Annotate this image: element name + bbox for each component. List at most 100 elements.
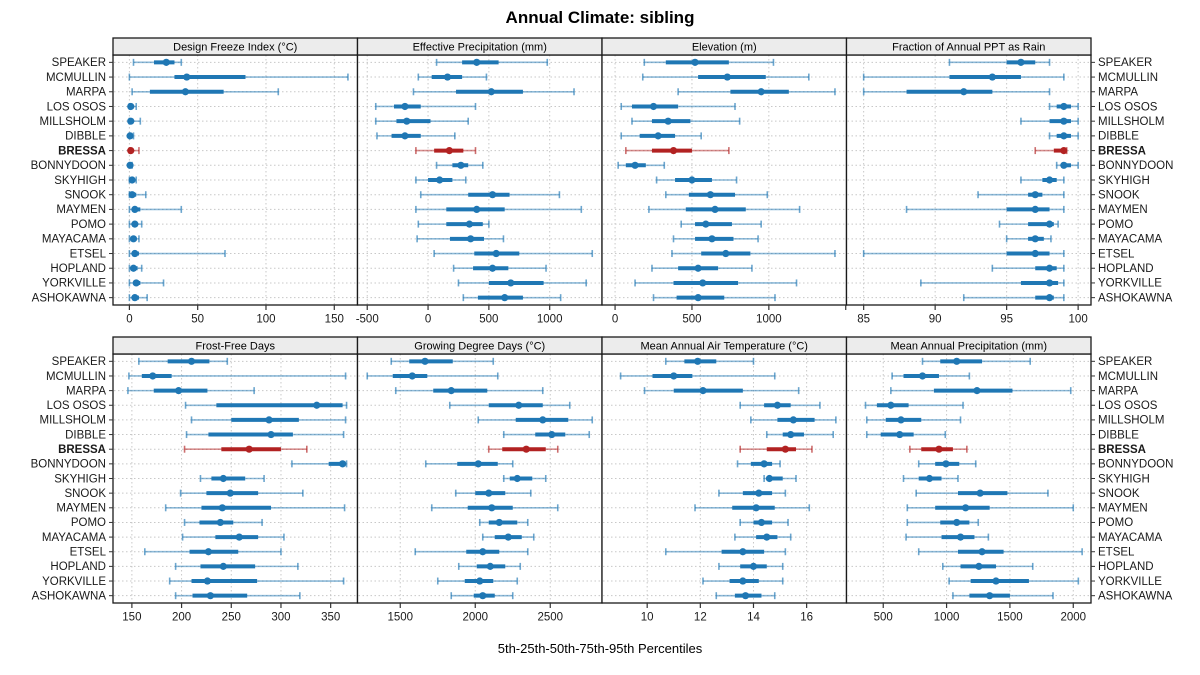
percentile-row-millsholm [1020, 117, 1079, 125]
median-dot [973, 387, 981, 395]
x-tick-label: 350 [321, 612, 340, 624]
median-dot [669, 146, 678, 155]
row-label-left: BONNYDOON [31, 459, 106, 471]
percentile-row-mayacama [416, 235, 505, 243]
median-dot [488, 191, 497, 199]
row-label-right: SNOOK [1098, 488, 1140, 500]
percentile-row-los-osos [448, 401, 571, 409]
percentile-row-snook [454, 489, 532, 497]
panel-title: Frost-Free Days [196, 341, 276, 353]
percentile-row-millsholm [127, 117, 142, 125]
percentile-row-snook [179, 489, 304, 497]
x-tick-label: 1500 [387, 612, 413, 624]
median-dot [711, 205, 719, 214]
median-dot [218, 504, 226, 512]
median-dot [1017, 58, 1025, 66]
row-label-right: MAYMEN [1098, 503, 1148, 515]
percentile-row-yorkville [436, 577, 519, 585]
percentile-row-bonnydoon [617, 161, 666, 169]
row-label-right: ETSEL [1098, 547, 1135, 559]
panel-effective-precipitation-mm: Effective Precipitation (mm) -500 0 500 1000 [356, 37, 603, 326]
x-tick-label: 500 [479, 314, 498, 326]
percentile-row-mayacama [672, 235, 759, 243]
median-dot [664, 117, 672, 125]
percentile-row-dibble [376, 132, 456, 140]
percentile-row-etsel [862, 249, 1065, 258]
percentile-row-maymen [906, 504, 1075, 512]
percentile-row-bressa [487, 445, 559, 453]
row-label-right: BONNYDOON [1098, 160, 1173, 172]
row-label-right: MARPA [1098, 385, 1138, 397]
row-label-left: YORKVILLE [42, 576, 106, 588]
percentile-row-mcmullin [641, 73, 810, 81]
median-dot [473, 58, 481, 66]
row-label-left: BRESSA [58, 145, 106, 157]
percentile-row-snook [915, 489, 1049, 497]
panel-growing-degree-days-c: Growing Degree Days (°C) 1500 2000 2500 [356, 336, 603, 624]
median-dot [401, 132, 409, 140]
percentile-row-hopland [941, 562, 1034, 570]
median-dot [694, 264, 702, 272]
x-tick-label: 2500 [537, 612, 563, 624]
median-dot [992, 577, 1000, 585]
percentile-row-dibble [765, 430, 835, 439]
percentile-row-marpa [862, 88, 1051, 96]
x-tick-label: 1500 [997, 612, 1023, 624]
row-label-right: HOPLAND [1098, 561, 1154, 573]
median-dot [708, 235, 716, 243]
x-tick-label: 0 [612, 314, 618, 326]
row-label-left: LOS OSOS [47, 400, 107, 412]
percentile-row-snook [419, 191, 561, 199]
percentile-row-skyhigh [502, 474, 547, 483]
median-dot [789, 416, 797, 424]
median-dot [631, 161, 639, 169]
percentile-row-millsholm [631, 117, 741, 125]
median-dot [128, 176, 136, 184]
row-label-left: LOS OSOS [47, 101, 107, 113]
percentile-row-hopland [718, 562, 784, 570]
percentile-row-skyhigh [128, 176, 138, 184]
panel-title: Design Freeze Index (°C) [173, 42, 297, 54]
row-label-left: BONNYDOON [31, 160, 106, 172]
percentile-row-hopland [651, 264, 753, 272]
median-dot [986, 592, 994, 600]
percentile-row-marpa [131, 88, 280, 96]
percentile-row-speaker [664, 357, 755, 365]
percentile-row-etsel [433, 249, 594, 258]
x-tick-label: 1000 [934, 612, 960, 624]
median-dot [1045, 279, 1054, 287]
percentile-row-bressa [415, 146, 477, 155]
row-label-right: ETSEL [1098, 248, 1135, 260]
row-label-left: DIBBLE [65, 429, 106, 441]
percentile-row-yorkville [702, 577, 784, 585]
percentile-row-los-osos [620, 102, 736, 111]
percentile-row-speaker [435, 58, 549, 66]
x-tick-label: 0 [126, 314, 132, 326]
percentile-row-ashokawna [715, 592, 776, 600]
percentile-row-etsel [671, 249, 836, 258]
percentile-row-skyhigh [415, 176, 467, 184]
percentile-row-etsel [414, 548, 529, 556]
median-dot [1060, 161, 1068, 169]
percentile-row-etsel [128, 249, 226, 258]
panel-header [845, 336, 1092, 355]
median-dot [131, 220, 139, 228]
median-dot [935, 445, 943, 453]
median-dot [235, 533, 243, 541]
percentile-row-mayacama [1005, 235, 1052, 243]
percentile-row-ashokawna [128, 294, 148, 302]
x-tick-label: 1000 [756, 314, 782, 326]
row-label-right: DIBBLE [1098, 131, 1139, 143]
row-label-left: DIBBLE [65, 131, 106, 143]
median-dot [739, 548, 747, 556]
median-dot [245, 445, 253, 453]
x-tick-label: 2000 [1060, 612, 1086, 624]
median-dot [1045, 294, 1054, 302]
percentile-row-bonnydoon [291, 460, 348, 468]
row-label-left: SPEAKER [52, 57, 106, 69]
percentile-row-marpa [643, 387, 800, 395]
median-dot [131, 249, 139, 258]
percentile-row-bonnydoon [435, 161, 484, 169]
percentile-row-maymen [128, 205, 183, 214]
